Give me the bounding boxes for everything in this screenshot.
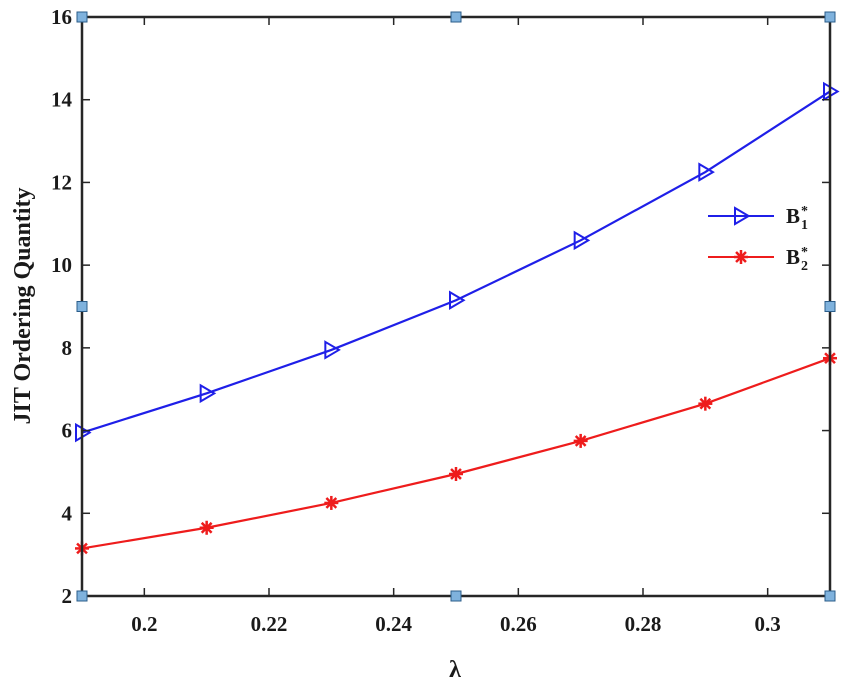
asterisk-stroke [574,435,587,447]
data-point [324,495,339,510]
y-tick-label: 8 [62,336,73,360]
asterisk-stroke [200,521,213,534]
resize-handle [824,590,836,602]
x-axis-title: λ [449,657,461,683]
data-point [449,290,466,311]
asterisk-stroke [450,468,462,480]
y-tick-label: 2 [62,584,73,608]
asterisk-stroke [699,397,712,410]
y-axis-title: JIT Ordering Quantity [10,188,36,425]
asterisk-stroke [735,251,747,263]
legend-marker-b1 [734,206,751,226]
data-point [324,340,341,360]
data-point [698,162,715,182]
x-tick-label: 0.3 [755,612,781,636]
data-point [698,396,713,411]
legend-marker-b2 [734,250,748,264]
y-tick-label: 16 [51,5,72,29]
legend: B* 1 B* 2 [708,204,808,274]
legend-label-b2: B* 2 [786,245,808,274]
x-tick-label: 0.22 [251,612,288,636]
resize-handle [76,301,88,312]
resize-handle [450,11,462,23]
data-point [573,230,591,251]
data-point [449,466,463,481]
series-line-b1 [81,90,831,434]
y-tick-label: 14 [51,88,73,112]
resize-handle [824,301,836,312]
asterisk-stroke [325,497,338,509]
resize-handle [824,11,836,23]
resize-handle [450,590,462,602]
x-tick-label: 0.2 [131,612,157,636]
data-point [573,433,588,448]
legend-item-b2: B* 2 [708,245,808,274]
data-point [199,383,217,404]
y-tick-label: 6 [62,419,73,443]
y-tick-label: 4 [62,501,73,525]
legend-item-b1: B* 1 [708,204,808,233]
y-tick-label: 10 [51,253,72,277]
x-tick-label: 0.28 [625,612,662,636]
selection-handles [76,11,836,602]
legend-asterisk [734,250,748,264]
data-point [199,520,214,535]
plot-area [82,17,830,596]
legend-label-b1: B* 1 [786,204,808,233]
x-tick-label: 0.24 [375,612,412,636]
y-tick-label: 12 [51,170,72,194]
x-tick-label: 0.26 [500,612,537,636]
resize-handle [76,11,88,23]
plot-background [82,17,830,596]
resize-handle [76,590,88,602]
